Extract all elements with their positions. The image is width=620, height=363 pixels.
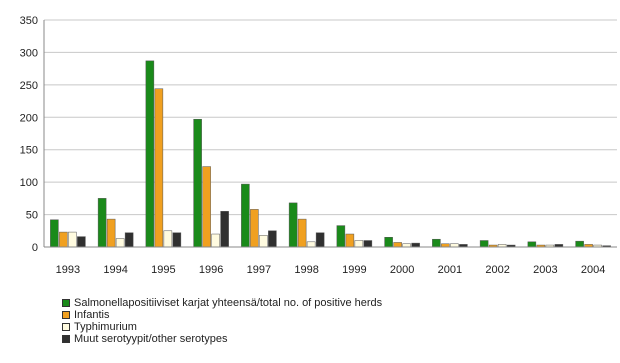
legend-swatch-total bbox=[62, 299, 70, 307]
y-tick-label: 50 bbox=[26, 210, 38, 222]
bar-2000-series-1 bbox=[393, 242, 402, 248]
bar-1993-series-2 bbox=[68, 231, 77, 248]
y-tick-label: 0 bbox=[32, 242, 38, 254]
x-tick-label-2002: 2002 bbox=[485, 264, 509, 276]
bar-1999-series-1 bbox=[345, 233, 355, 248]
bar-1994-series-1 bbox=[106, 218, 116, 248]
bar-1993-series-1 bbox=[59, 231, 68, 248]
x-tick-label-2004: 2004 bbox=[581, 264, 605, 276]
bar-1995-series-2 bbox=[163, 230, 173, 248]
grid-lines bbox=[44, 19, 617, 248]
bar-2003-series-0 bbox=[527, 241, 537, 248]
bar-2002-series-0 bbox=[479, 240, 489, 248]
legend-swatch-other bbox=[62, 335, 70, 343]
bar-1998-series-0 bbox=[288, 202, 298, 248]
bar-2000-series-0 bbox=[384, 237, 393, 248]
bar-1995-series-0 bbox=[145, 60, 155, 248]
legend-item-infantis: Infantis bbox=[62, 309, 382, 321]
y-tick-label: 150 bbox=[20, 145, 38, 157]
x-tick-label-1996: 1996 bbox=[199, 264, 223, 276]
bar-1994-series-2 bbox=[115, 238, 125, 248]
bar-2004-series-0 bbox=[575, 240, 584, 248]
legend: Salmonellapositiiviset karjat yhteensä/t… bbox=[62, 297, 382, 345]
bar-1997-series-2 bbox=[259, 235, 268, 248]
bar-1997-series-3 bbox=[268, 230, 277, 248]
legend-swatch-infantis bbox=[62, 311, 70, 319]
bar-1998-series-2 bbox=[306, 241, 316, 248]
bar-2000-series-3 bbox=[411, 242, 420, 248]
bar-1996-series-0 bbox=[193, 118, 202, 248]
legend-item-other: Muut serotyypit/other serotypes bbox=[62, 333, 382, 345]
x-tick-label-1998: 1998 bbox=[294, 264, 318, 276]
x-tick-label-1993: 1993 bbox=[56, 264, 80, 276]
x-axis-ticks: 1993 1994 1995 1996 1997 1998 1999 2000 2001 2002… bbox=[56, 264, 606, 276]
y-tick-label: 200 bbox=[20, 112, 38, 124]
bar-1998-series-1 bbox=[297, 218, 307, 248]
bar-1994-series-0 bbox=[97, 198, 107, 248]
legend-item-total: Salmonellapositiiviset karjat yhteensä/t… bbox=[62, 297, 382, 309]
legend-label-infantis: Infantis bbox=[74, 309, 110, 321]
y-tick-label: 350 bbox=[20, 15, 38, 27]
bar-2001-series-0 bbox=[432, 238, 441, 248]
bar-1996-series-1 bbox=[202, 166, 211, 248]
bar-1999-series-0 bbox=[336, 225, 346, 248]
bar-1999-series-3 bbox=[363, 240, 373, 248]
x-tick-label-2003: 2003 bbox=[533, 264, 557, 276]
bar-1995-series-3 bbox=[172, 232, 182, 248]
y-axis-ticks: 0 50 100 150 200 250 300 350 bbox=[20, 15, 38, 254]
x-tick-label-1997: 1997 bbox=[247, 264, 271, 276]
bar-1996-series-2 bbox=[211, 233, 220, 248]
bar-1997-series-1 bbox=[250, 209, 259, 248]
legend-label-other: Muut serotyypit/other serotypes bbox=[74, 333, 228, 345]
bar-1998-series-3 bbox=[315, 232, 325, 248]
x-tick-label-1995: 1995 bbox=[151, 264, 175, 276]
y-tick-label: 250 bbox=[20, 80, 38, 92]
bars bbox=[50, 60, 611, 248]
legend-label-typhimurium: Typhimurium bbox=[74, 321, 137, 333]
bar-1997-series-0 bbox=[241, 183, 250, 248]
legend-swatch-typhimurium bbox=[62, 323, 70, 331]
x-tick-label-1994: 1994 bbox=[103, 264, 127, 276]
bar-1994-series-3 bbox=[124, 232, 134, 248]
x-tick-label-2000: 2000 bbox=[390, 264, 414, 276]
x-tick-label-2001: 2001 bbox=[438, 264, 462, 276]
y-tick-label: 300 bbox=[20, 47, 38, 59]
bar-1996-series-3 bbox=[220, 211, 229, 248]
bar-1999-series-2 bbox=[354, 240, 364, 248]
legend-label-total: Salmonellapositiiviset karjat yhteensä/t… bbox=[74, 297, 383, 309]
bar-1993-series-3 bbox=[77, 236, 86, 248]
bar-1993-series-0 bbox=[50, 219, 59, 248]
bar-1995-series-1 bbox=[154, 88, 164, 248]
y-tick-label: 100 bbox=[20, 177, 38, 189]
x-tick-label-1999: 1999 bbox=[342, 264, 366, 276]
legend-item-typhimurium: Typhimurium bbox=[62, 321, 382, 333]
